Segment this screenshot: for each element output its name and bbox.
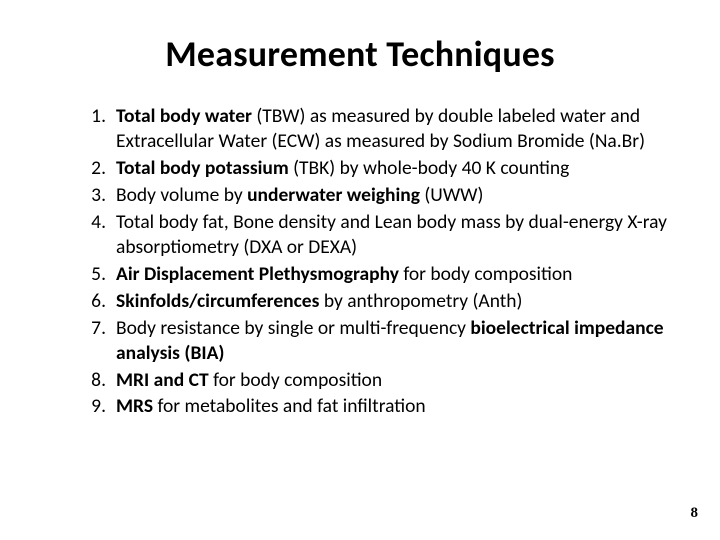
list-item-segment: (TBK) by whole-body 40 K counting: [289, 156, 570, 180]
list-item-segment: for body composition: [209, 368, 382, 392]
list-item: Total body water (TBW) as measured by do…: [90, 104, 670, 154]
list-item: Total body potassium (TBK) by whole-body…: [90, 156, 670, 181]
list-item-segment: by anthropometry (Anth): [319, 289, 522, 313]
list-item-segment: Total body fat, Bone density and Lean bo…: [116, 210, 667, 259]
list-item-segment: Total body water: [116, 104, 252, 128]
list-item: Body resistance by single or multi-frequ…: [90, 316, 670, 366]
list-item: MRS for metabolites and fat infiltration: [90, 394, 670, 419]
list-item-segment: MRI and CT: [116, 368, 209, 392]
list-item-segment: Skinfolds/circumferences: [116, 289, 319, 313]
list-item-segment: Air Displacement Plethysmography: [116, 262, 399, 286]
list-item-segment: for body composition: [399, 262, 572, 286]
list-item-segment: MRS: [116, 394, 153, 418]
slide: Measurement Techniques Total body water …: [0, 0, 720, 540]
list-item-segment: Body volume by: [116, 183, 247, 207]
list-item-segment: underwater weighing: [247, 183, 420, 207]
list-item: Body volume by underwater weighing (UWW): [90, 183, 670, 208]
list-item-segment: for metabolites and fat infiltration: [153, 394, 426, 418]
list-item-segment: (UWW): [420, 183, 483, 207]
list-item: Skinfolds/circumferences by anthropometr…: [90, 289, 670, 314]
list-item: Total body fat, Bone density and Lean bo…: [90, 210, 670, 260]
list-item: MRI and CT for body composition: [90, 368, 670, 393]
page-number: 8: [691, 505, 699, 522]
list-item-segment: Total body potassium: [116, 156, 289, 180]
slide-title: Measurement Techniques: [50, 32, 670, 76]
numbered-list: Total body water (TBW) as measured by do…: [90, 104, 670, 419]
list-item-segment: Body resistance by single or multi-frequ…: [116, 316, 470, 340]
list-item: Air Displacement Plethysmography for bod…: [90, 262, 670, 287]
